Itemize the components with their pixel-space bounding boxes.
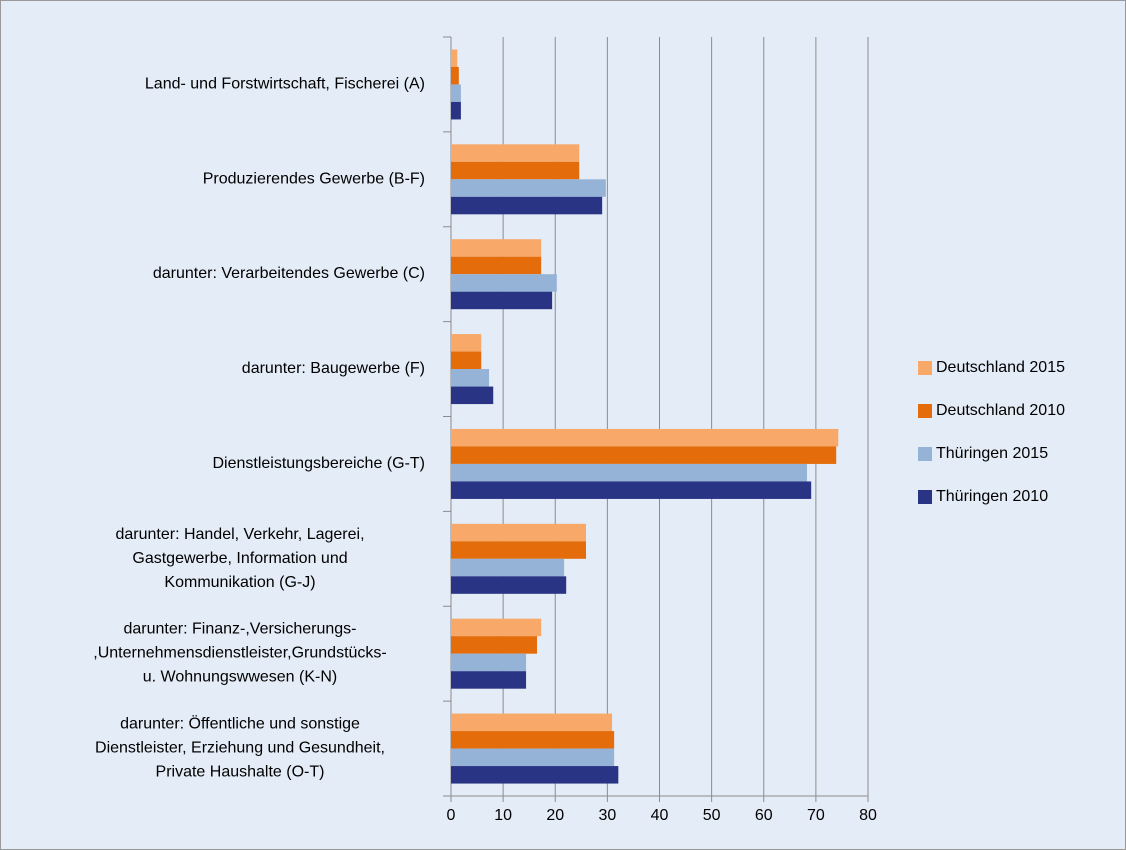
bar xyxy=(451,351,482,370)
bar xyxy=(451,84,461,102)
legend-swatch xyxy=(918,404,932,418)
bar xyxy=(451,179,606,197)
bar xyxy=(451,291,553,310)
bar xyxy=(451,576,567,594)
bar xyxy=(451,481,812,499)
x-tick-label: 80 xyxy=(859,807,877,824)
bar xyxy=(451,161,580,180)
bar xyxy=(451,196,603,215)
x-tick-label: 0 xyxy=(447,807,456,824)
y-tick-label: darunter: Finanz-,Versicherungs-,Unterne… xyxy=(93,621,386,686)
legend-label: Thüringen 2015 xyxy=(936,445,1048,462)
bar xyxy=(451,463,808,482)
bar xyxy=(451,541,587,559)
bar xyxy=(451,386,494,405)
y-tick-label: darunter: Verarbeitendes Gewerbe (C) xyxy=(153,265,425,282)
x-tick-label: 20 xyxy=(546,807,564,824)
legend-label: Thüringen 2010 xyxy=(936,488,1048,505)
legend-swatch xyxy=(918,490,932,504)
bar xyxy=(451,636,538,654)
bar xyxy=(451,256,542,275)
x-tick-label: 60 xyxy=(755,807,773,824)
bar xyxy=(451,653,527,672)
bar xyxy=(451,618,542,637)
bar xyxy=(451,523,587,542)
bar xyxy=(451,428,839,447)
legend-label: Deutschland 2015 xyxy=(936,359,1065,376)
y-tick-label: Dienstleistungsbereiche (G-T) xyxy=(212,455,425,472)
y-tick-label: darunter: Öffentliche und sonstige Dienst… xyxy=(95,715,385,781)
y-tick-label: darunter: Handel, Verkehr, Lagerei, Gastg… xyxy=(115,526,364,591)
bar xyxy=(451,369,490,387)
x-tick-label: 30 xyxy=(598,807,616,824)
x-tick-label: 10 xyxy=(494,807,512,824)
bar xyxy=(451,766,619,784)
bar xyxy=(451,49,458,67)
y-tick-label: Produzierendes Gewerbe (B-F) xyxy=(203,171,425,188)
x-tick-label: 40 xyxy=(651,807,669,824)
bar xyxy=(451,671,527,689)
legend-swatch xyxy=(918,447,932,461)
bar xyxy=(451,731,615,749)
bar xyxy=(451,446,837,464)
bar xyxy=(451,66,459,85)
x-tick-label: 70 xyxy=(807,807,825,824)
bar xyxy=(451,713,613,732)
bar xyxy=(451,274,557,292)
bar xyxy=(451,748,615,767)
legend-label: Deutschland 2010 xyxy=(936,402,1065,419)
x-tick-label: 50 xyxy=(703,807,721,824)
bar xyxy=(451,558,565,577)
bar xyxy=(451,334,482,352)
legend-swatch xyxy=(918,361,932,375)
bar xyxy=(451,101,461,120)
bar xyxy=(451,239,542,257)
bar xyxy=(451,144,580,162)
y-tick-label: darunter: Baugewerbe (F) xyxy=(242,360,425,377)
y-tick-label: Land- und Forstwirtschaft, Fischerei (A) xyxy=(145,76,425,93)
